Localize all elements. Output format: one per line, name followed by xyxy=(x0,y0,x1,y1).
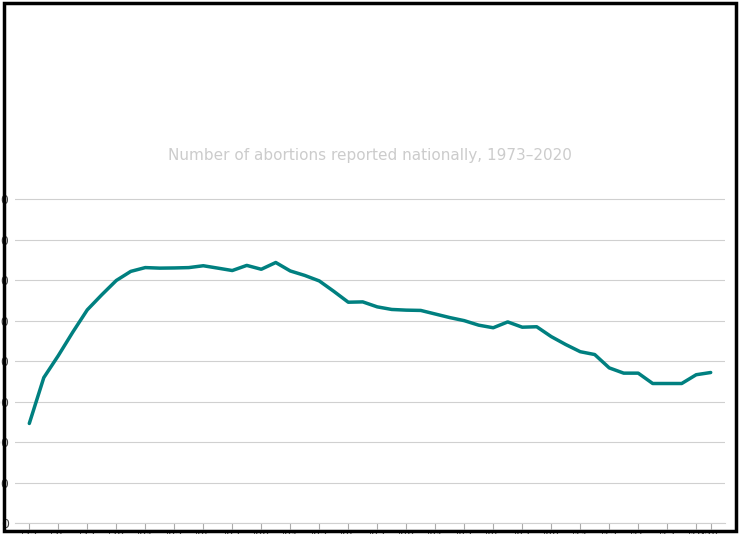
Text: Long-term decline in US abortions reverses: Long-term decline in US abortions revers… xyxy=(0,85,740,114)
Text: Number of abortions reported nationally, 1973–2020: Number of abortions reported nationally,… xyxy=(168,147,572,162)
Text: INSTITUTE: INSTITUTE xyxy=(370,33,446,47)
Text: GUTTMACHER: GUTTMACHER xyxy=(261,33,370,47)
